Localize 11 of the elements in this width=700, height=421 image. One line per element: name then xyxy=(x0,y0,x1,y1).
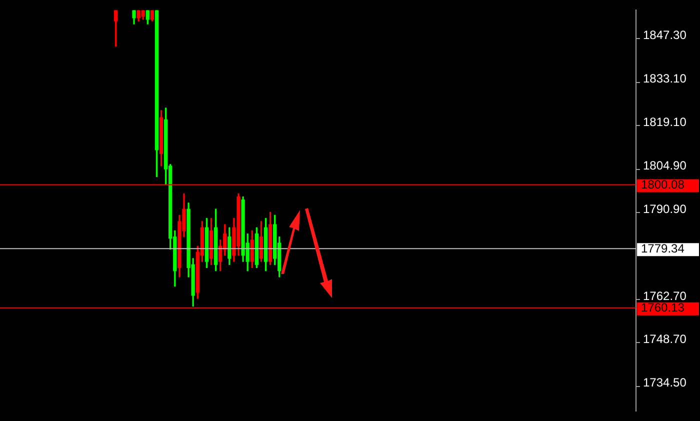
ref-line-label: 1760.13 xyxy=(641,300,685,315)
y-tick-label: 1762.70 xyxy=(643,288,687,303)
y-tick-label: 1819.10 xyxy=(643,114,687,129)
y-tick-label: 1748.70 xyxy=(643,332,687,346)
y-tick-label: 1804.90 xyxy=(643,158,687,173)
y-tick-label: 1847.30 xyxy=(643,28,687,42)
y-tick-label: 1734.50 xyxy=(643,376,687,390)
y-tick-label: 1833.10 xyxy=(643,72,687,86)
y-tick-label: 1790.90 xyxy=(643,202,687,216)
ref-line-label: 1800.08 xyxy=(641,178,685,192)
ref-line-label: 1779.34 xyxy=(641,241,685,256)
